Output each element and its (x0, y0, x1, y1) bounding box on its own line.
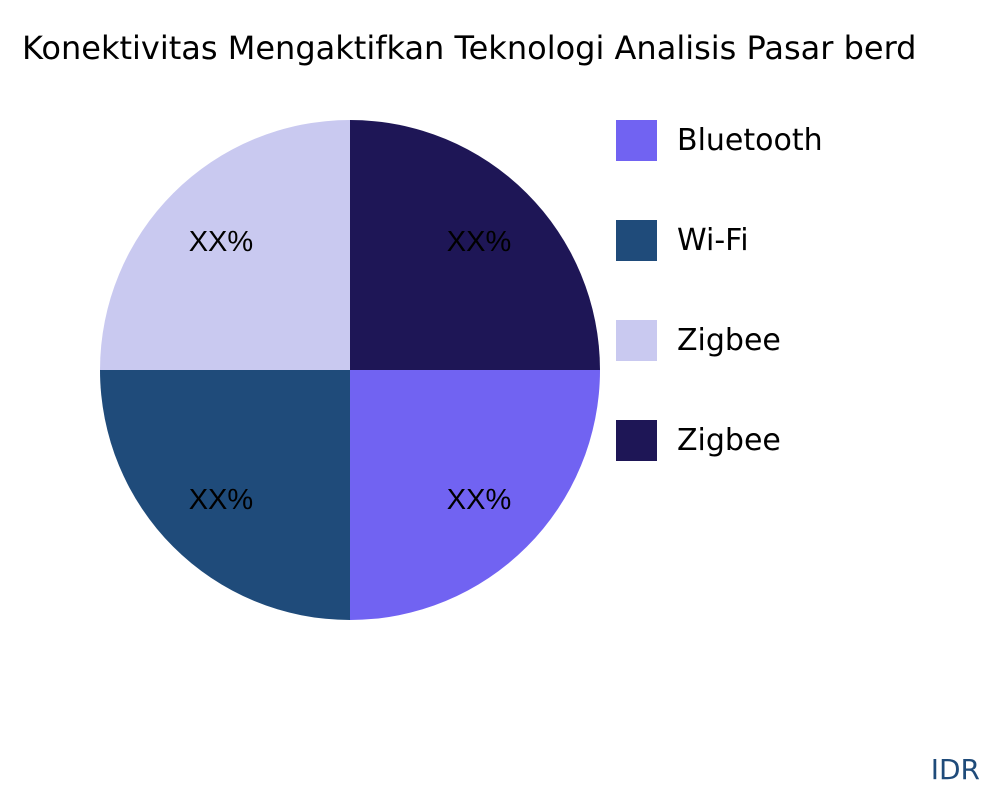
legend-label: Bluetooth (677, 123, 823, 158)
legend-label: Zigbee (677, 323, 781, 358)
chart-title: Konektivitas Mengaktifkan Teknologi Anal… (22, 29, 916, 67)
legend-swatch (616, 220, 657, 261)
legend-swatch (616, 320, 657, 361)
legend-swatch (616, 420, 657, 461)
pie-slice (100, 120, 350, 370)
slice-label: XX% (189, 226, 253, 258)
pie-slice (350, 120, 600, 370)
watermark: IDR (931, 753, 980, 786)
pie-slice (350, 370, 600, 620)
legend-swatch (616, 120, 657, 161)
legend-label: Wi-Fi (677, 223, 749, 258)
legend-label: Zigbee (677, 423, 781, 458)
slice-label: XX% (447, 226, 511, 258)
pie-slice (100, 370, 350, 620)
slice-label: XX% (189, 484, 253, 516)
slice-label: XX% (447, 484, 511, 516)
